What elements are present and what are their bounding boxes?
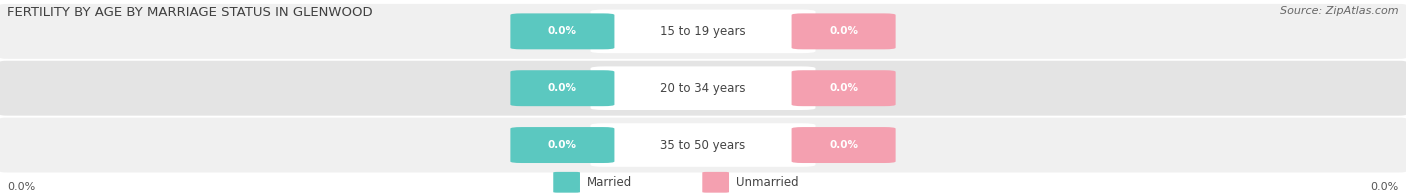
FancyBboxPatch shape [703, 172, 730, 193]
FancyBboxPatch shape [510, 13, 614, 49]
Text: 0.0%: 0.0% [830, 26, 858, 36]
FancyBboxPatch shape [792, 13, 896, 49]
FancyBboxPatch shape [591, 10, 815, 53]
FancyBboxPatch shape [0, 118, 1406, 172]
FancyBboxPatch shape [510, 127, 614, 163]
FancyBboxPatch shape [0, 4, 1406, 59]
Text: Source: ZipAtlas.com: Source: ZipAtlas.com [1281, 6, 1399, 16]
Text: 0.0%: 0.0% [548, 140, 576, 150]
Text: 15 to 19 years: 15 to 19 years [661, 25, 745, 38]
Text: 0.0%: 0.0% [1371, 182, 1399, 192]
FancyBboxPatch shape [0, 61, 1406, 116]
Text: FERTILITY BY AGE BY MARRIAGE STATUS IN GLENWOOD: FERTILITY BY AGE BY MARRIAGE STATUS IN G… [7, 6, 373, 19]
Text: Unmarried: Unmarried [737, 176, 799, 189]
Text: 35 to 50 years: 35 to 50 years [661, 139, 745, 152]
Text: 0.0%: 0.0% [830, 83, 858, 93]
Text: 0.0%: 0.0% [548, 26, 576, 36]
FancyBboxPatch shape [510, 70, 614, 106]
Text: 20 to 34 years: 20 to 34 years [661, 82, 745, 95]
Text: Married: Married [588, 176, 633, 189]
Text: 0.0%: 0.0% [548, 83, 576, 93]
FancyBboxPatch shape [792, 70, 896, 106]
FancyBboxPatch shape [591, 123, 815, 167]
FancyBboxPatch shape [792, 127, 896, 163]
Text: 0.0%: 0.0% [7, 182, 35, 192]
FancyBboxPatch shape [554, 172, 581, 193]
Text: 0.0%: 0.0% [830, 140, 858, 150]
FancyBboxPatch shape [591, 66, 815, 110]
